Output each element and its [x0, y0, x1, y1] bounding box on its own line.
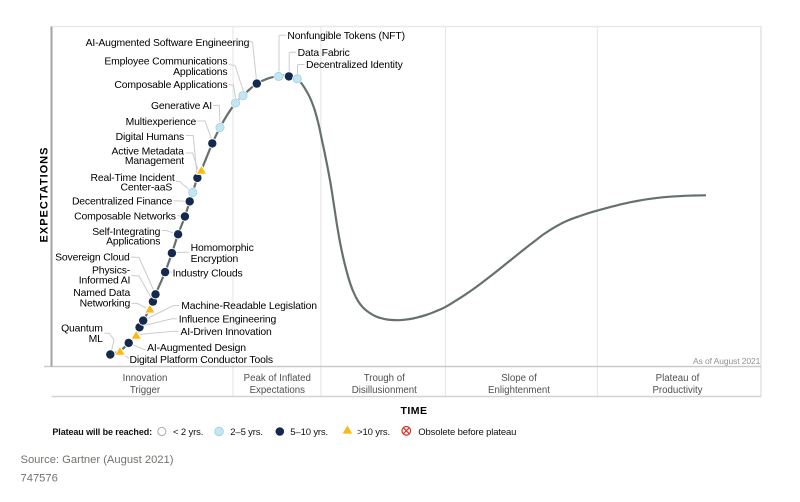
svg-text:Source: Gartner (August 2021): Source: Gartner (August 2021)	[21, 454, 174, 466]
svg-text:Trough of: Trough of	[364, 373, 405, 384]
svg-text:Self-Integrating: Self-Integrating	[92, 227, 160, 238]
svg-text:Center-aaS: Center-aaS	[121, 183, 173, 194]
svg-text:Encryption: Encryption	[191, 254, 239, 265]
svg-text:Physics-: Physics-	[92, 265, 130, 276]
svg-text:Named Data: Named Data	[73, 288, 130, 299]
svg-text:2–5 yrs.: 2–5 yrs.	[230, 427, 263, 438]
svg-text:Informed AI: Informed AI	[79, 276, 131, 287]
svg-text:Sovereign Cloud: Sovereign Cloud	[55, 253, 130, 264]
svg-text:Disillusionment: Disillusionment	[352, 385, 417, 396]
svg-text:747576: 747576	[21, 473, 58, 485]
svg-text:Composable Networks: Composable Networks	[74, 212, 176, 223]
svg-text:Trigger: Trigger	[130, 385, 161, 396]
svg-text:Applications: Applications	[173, 67, 227, 78]
svg-text:Generative AI: Generative AI	[151, 101, 212, 112]
svg-text:Obsolete before plateau: Obsolete before plateau	[418, 427, 516, 438]
svg-text:AI-Augmented Software Engineer: AI-Augmented Software Engineering	[86, 38, 250, 49]
svg-text:EXPECTATIONS: EXPECTATIONS	[39, 147, 51, 243]
svg-text:Multiexperience: Multiexperience	[126, 117, 197, 128]
svg-text:Decentralized Finance: Decentralized Finance	[72, 197, 173, 208]
svg-text:Employee Communications: Employee Communications	[104, 56, 227, 67]
svg-text:Networking: Networking	[80, 298, 131, 309]
svg-text:Innovation: Innovation	[123, 373, 168, 384]
svg-text:Real-Time Incident: Real-Time Incident	[90, 173, 174, 184]
svg-text:Industry Clouds: Industry Clouds	[173, 268, 243, 279]
svg-text:Digital Humans: Digital Humans	[116, 132, 184, 143]
svg-text:Slope of: Slope of	[501, 373, 537, 384]
svg-text:Plateau of: Plateau of	[656, 373, 700, 384]
svg-text:Machine-Readable Legislation: Machine-Readable Legislation	[181, 301, 317, 312]
svg-text:Peak of Inflated: Peak of Inflated	[244, 373, 311, 384]
svg-text:Management: Management	[125, 156, 184, 167]
svg-text:As of August 2021: As of August 2021	[693, 356, 761, 366]
svg-text:TIME: TIME	[400, 405, 427, 417]
svg-text:Decentralized Identity: Decentralized Identity	[306, 60, 404, 71]
svg-text:Enlightenment: Enlightenment	[488, 385, 550, 396]
svg-text:Nonfungible Tokens (NFT): Nonfungible Tokens (NFT)	[287, 31, 404, 42]
svg-text:Influence Engineering: Influence Engineering	[179, 314, 277, 325]
svg-text:Expectations: Expectations	[250, 385, 306, 396]
svg-text:Digital Platform Conductor Too: Digital Platform Conductor Tools	[130, 355, 273, 366]
svg-text:ML: ML	[89, 334, 104, 345]
svg-text:Productivity: Productivity	[652, 385, 702, 396]
svg-text:Applications: Applications	[106, 236, 160, 247]
svg-text:Homomorphic: Homomorphic	[191, 243, 254, 254]
svg-text:5–10 yrs.: 5–10 yrs.	[290, 427, 328, 438]
svg-text:AI-Driven Innovation: AI-Driven Innovation	[181, 327, 273, 338]
svg-text:Composable Applications: Composable Applications	[114, 80, 227, 91]
svg-text:Active Metadata: Active Metadata	[112, 147, 185, 158]
svg-text:Plateau will be reached:: Plateau will be reached:	[52, 427, 152, 437]
svg-text:Data Fabric: Data Fabric	[298, 48, 350, 59]
svg-text:Quantum: Quantum	[61, 323, 103, 334]
svg-text:>10 yrs.: >10 yrs.	[357, 427, 390, 438]
svg-text:AI-Augmented Design: AI-Augmented Design	[147, 343, 246, 354]
svg-text:< 2 yrs.: < 2 yrs.	[173, 427, 203, 438]
